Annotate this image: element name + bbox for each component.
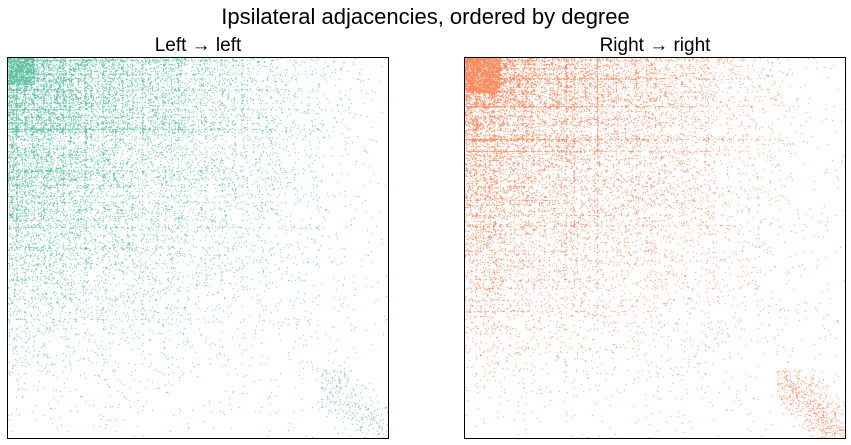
- figure-suptitle: Ipsilateral adjacencies, ordered by degr…: [221, 4, 630, 29]
- left-adjacency-dots: [8, 58, 388, 438]
- left-panel-title: Left → left: [154, 35, 242, 56]
- right-adjacency-dots: [465, 58, 845, 438]
- right-panel-title: Right → right: [599, 35, 711, 56]
- right-adjacency-plot: [464, 57, 846, 439]
- left-adjacency-plot: [7, 57, 389, 439]
